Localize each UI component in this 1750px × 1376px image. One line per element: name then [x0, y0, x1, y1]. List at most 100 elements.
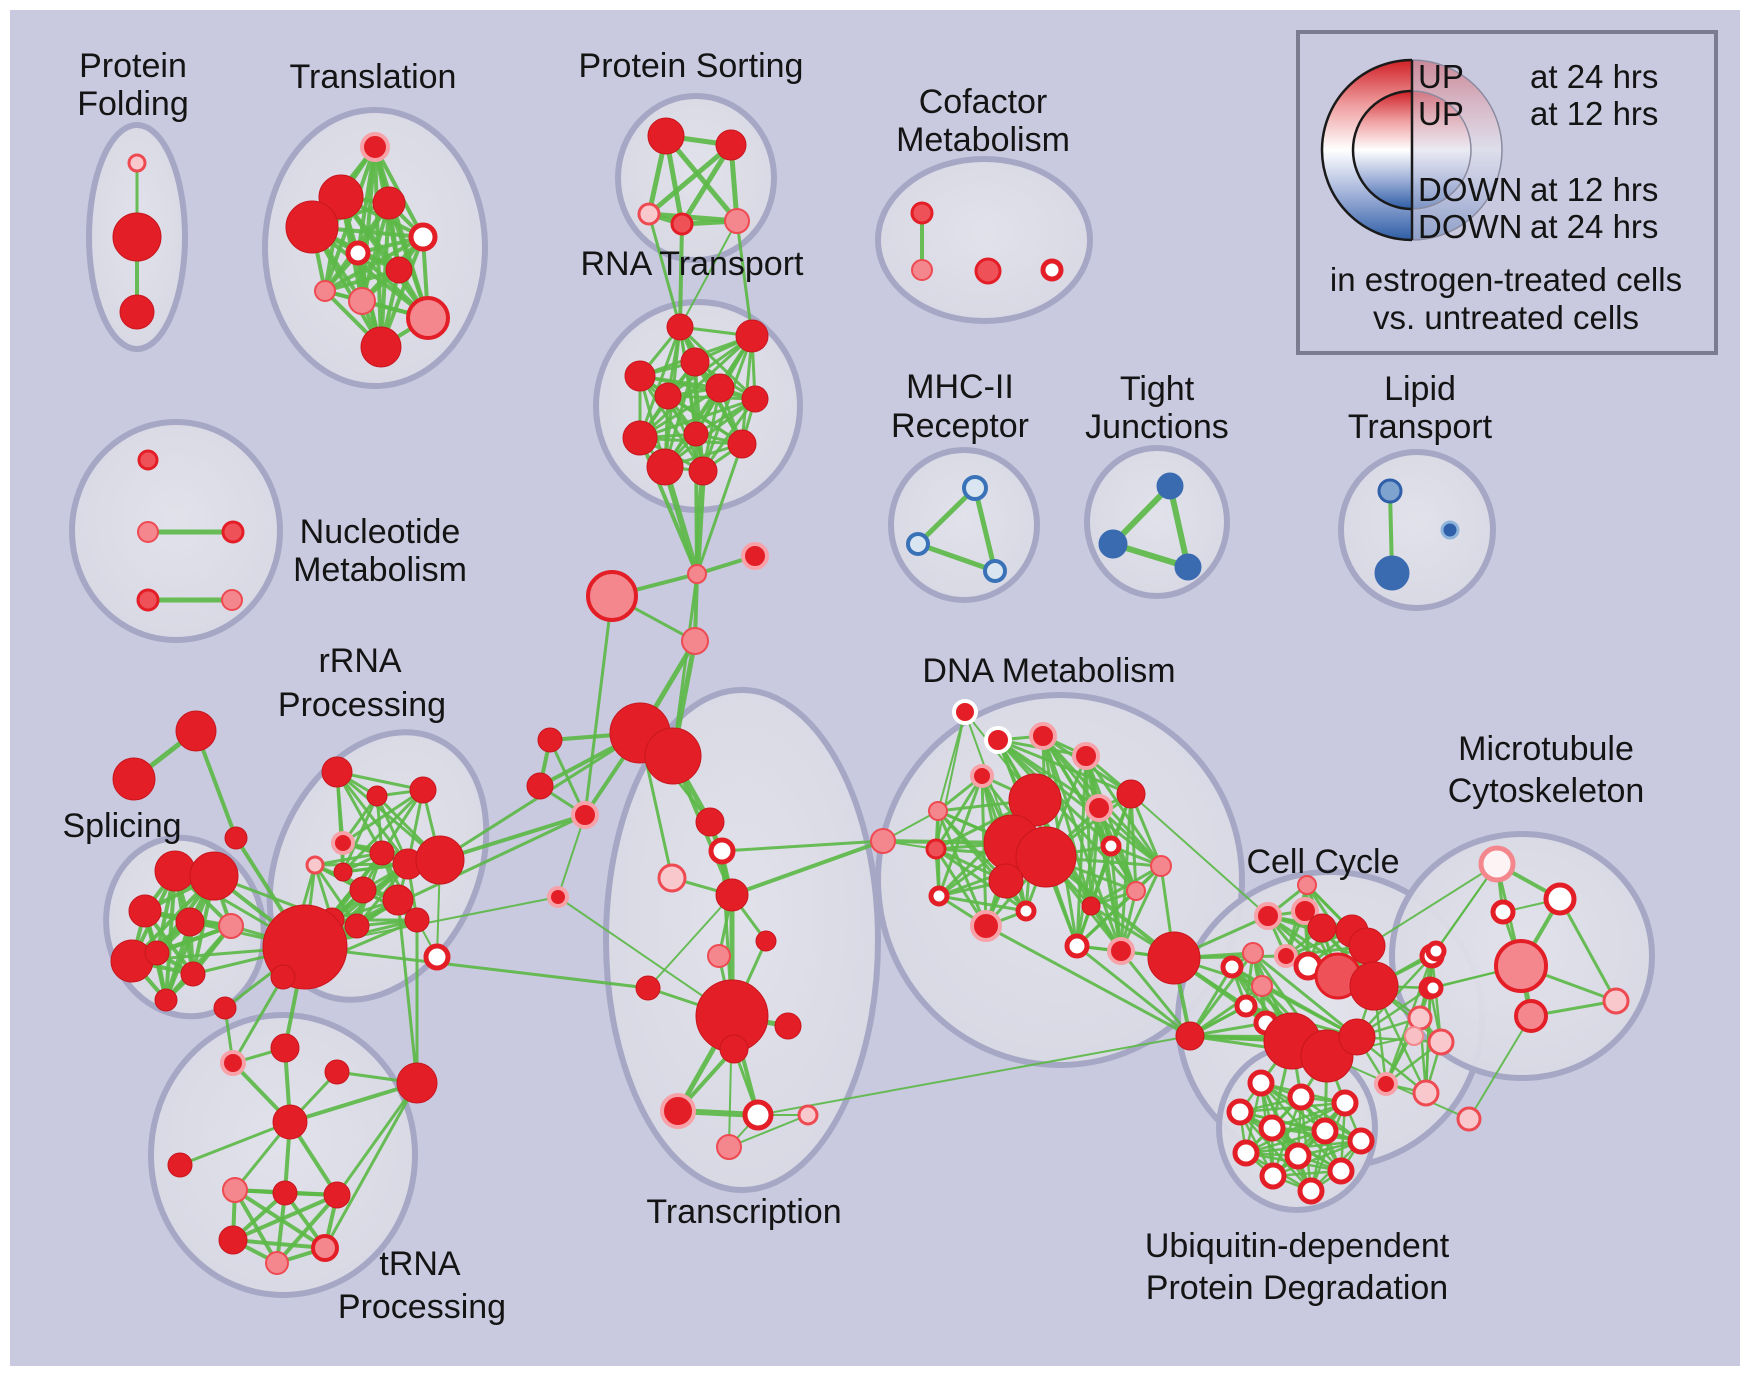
- cluster-ubiquitin-degradation-label: Protein Degradation: [1146, 1269, 1448, 1307]
- cluster-lipid-transport-ellipse: [1338, 449, 1496, 611]
- node: [1311, 1117, 1339, 1145]
- node: [870, 828, 896, 854]
- node: [1232, 1139, 1260, 1167]
- edge: [288, 1081, 419, 1124]
- edge: [984, 924, 1192, 1038]
- node: [1297, 1177, 1325, 1205]
- edge: [1119, 949, 1192, 1038]
- node: [925, 838, 947, 860]
- node: [175, 907, 205, 937]
- node: [314, 280, 336, 302]
- edge: [1430, 954, 1443, 1044]
- node: [644, 727, 702, 785]
- edge: [323, 1081, 419, 1250]
- node: [324, 1059, 350, 1085]
- node: [1015, 826, 1077, 888]
- edge: [313, 862, 410, 867]
- node: [1147, 931, 1201, 985]
- node: [175, 710, 217, 752]
- node: [1374, 555, 1410, 591]
- node: [547, 886, 569, 908]
- node: [1456, 1106, 1482, 1132]
- edge: [1244, 1129, 1327, 1155]
- cluster-rna-transport-label: RNA Transport: [581, 245, 805, 283]
- node: [970, 764, 994, 788]
- node: [270, 964, 296, 990]
- node: [1347, 1127, 1375, 1155]
- edge: [1075, 889, 1138, 948]
- node: [137, 449, 159, 471]
- node: [695, 807, 725, 837]
- node: [218, 1225, 248, 1255]
- legend-term-0: UP: [1418, 58, 1464, 95]
- edge: [231, 975, 285, 1065]
- node: [657, 863, 687, 893]
- node: [360, 132, 390, 162]
- node: [1422, 977, 1444, 999]
- edge: [996, 738, 1138, 893]
- node: [1440, 520, 1460, 540]
- node: [344, 913, 370, 939]
- edge: [666, 334, 754, 398]
- node: [637, 202, 661, 226]
- node: [928, 885, 950, 907]
- cluster-trna-processing-ellipse: [148, 1012, 418, 1298]
- node: [220, 1050, 246, 1076]
- edge: [1129, 792, 1138, 893]
- edge: [935, 711, 966, 850]
- node: [1287, 1083, 1315, 1111]
- node: [272, 1180, 298, 1206]
- edge: [231, 1238, 327, 1250]
- node: [1254, 902, 1282, 930]
- edge: [757, 1035, 1191, 1116]
- legend-glyph-inner-left: [1353, 91, 1412, 209]
- node: [1338, 1018, 1376, 1056]
- edge: [557, 814, 586, 898]
- node: [666, 313, 694, 341]
- node: [366, 785, 388, 807]
- node: [670, 212, 694, 236]
- node: [646, 448, 684, 486]
- edge: [323, 235, 425, 293]
- edge: [679, 220, 738, 328]
- node: [1116, 779, 1146, 809]
- edge: [275, 1193, 339, 1265]
- edge: [980, 774, 988, 928]
- node: [423, 943, 451, 971]
- edge: [694, 432, 699, 576]
- node: [647, 117, 685, 155]
- cluster-mhc-ii-receptor-label: Receptor: [891, 407, 1029, 445]
- node: [1374, 1072, 1398, 1096]
- cluster-protein-folding-label: Folding: [77, 85, 189, 123]
- node: [154, 988, 178, 1012]
- node: [1150, 855, 1172, 877]
- node: [1242, 942, 1264, 964]
- legend-caption-1: vs. untreated cells: [1373, 299, 1639, 336]
- cluster-protein-sorting-ellipse: [615, 93, 777, 263]
- legend-time-2: at 12 hrs: [1530, 171, 1658, 208]
- edge: [728, 1114, 809, 1148]
- edge: [996, 738, 1133, 796]
- node: [348, 287, 376, 315]
- node: [1175, 1021, 1205, 1051]
- node: [654, 382, 682, 410]
- edge: [341, 788, 425, 845]
- node: [715, 129, 747, 161]
- edge: [678, 222, 684, 329]
- node: [382, 884, 414, 916]
- node: [724, 208, 750, 234]
- cluster-tight-junctions-ellipse: [1084, 445, 1230, 599]
- edge: [638, 374, 705, 473]
- cluster-cofactor-metabolism-label: Metabolism: [896, 121, 1070, 159]
- legend-inner-left-arc: [1351, 89, 1413, 211]
- edge: [647, 894, 733, 989]
- node: [218, 913, 244, 939]
- cluster-lipid-transport-label: Lipid: [1384, 370, 1456, 408]
- node: [1307, 913, 1337, 943]
- edge: [678, 325, 757, 401]
- node: [1274, 944, 1298, 968]
- edge: [937, 894, 1028, 913]
- node: [1412, 1079, 1440, 1107]
- node: [1377, 478, 1403, 504]
